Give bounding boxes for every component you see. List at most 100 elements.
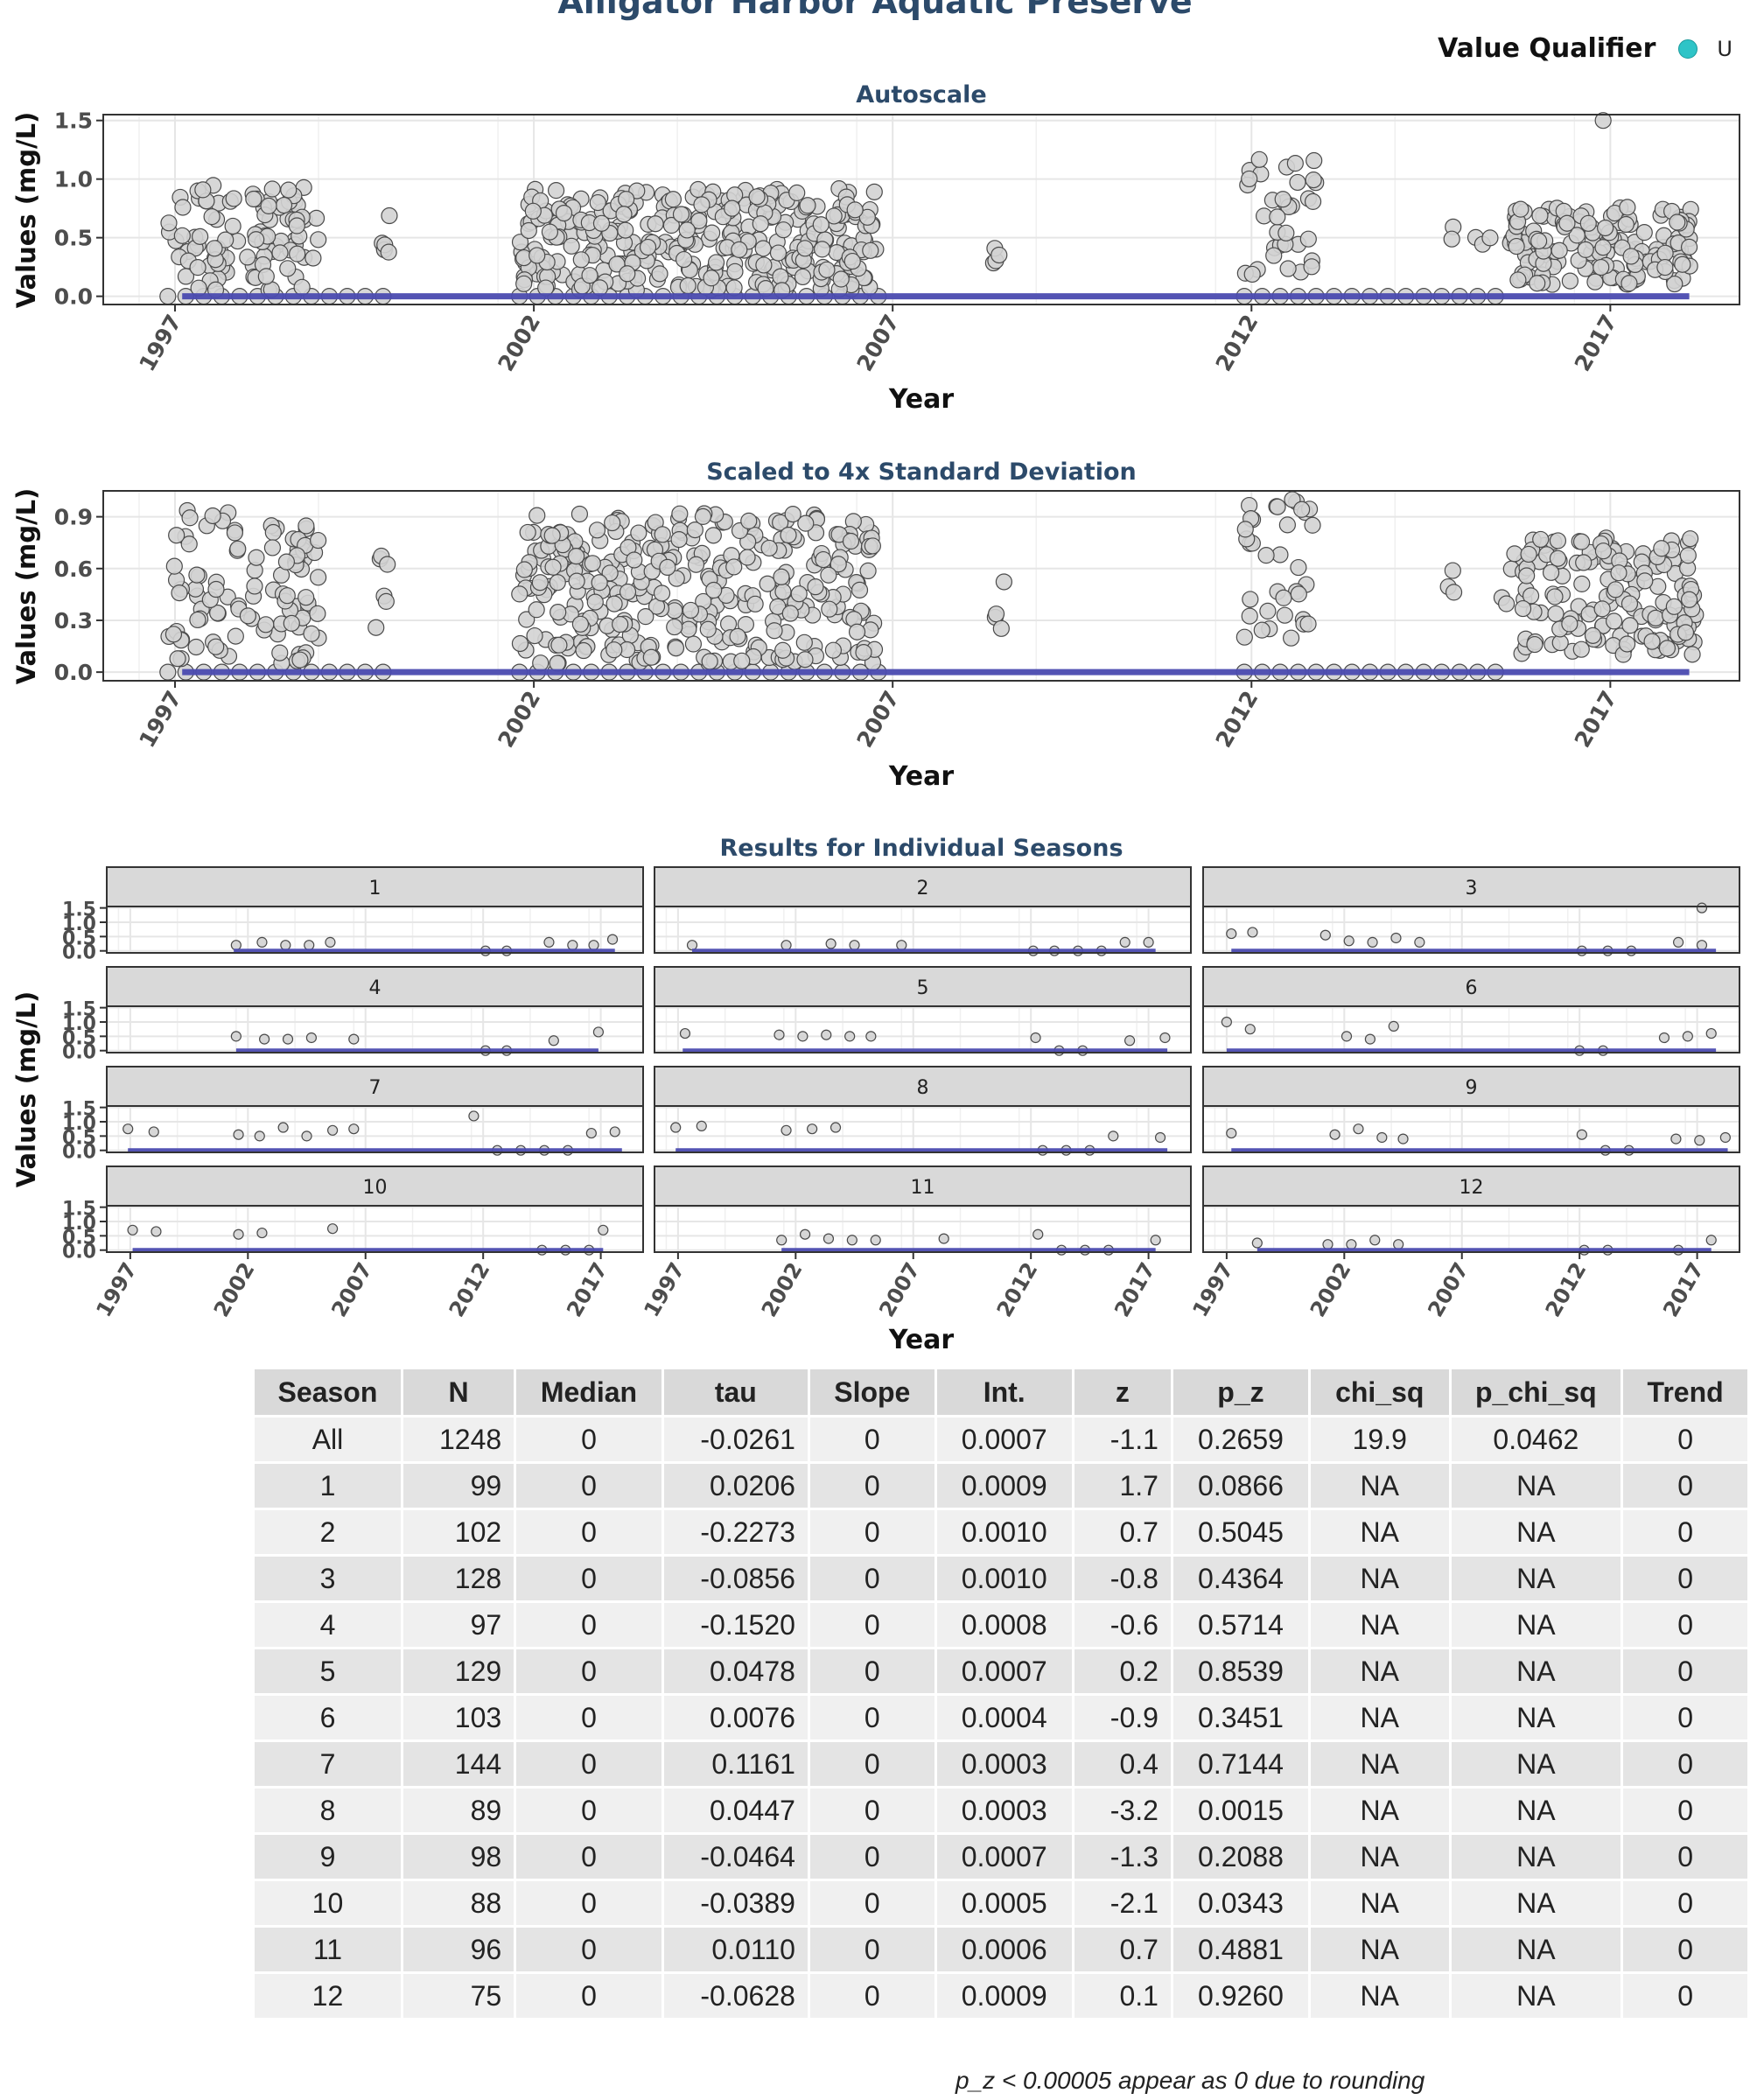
data-point (239, 248, 256, 266)
plot-frame (106, 1205, 644, 1253)
facet-label: 1 (369, 878, 382, 900)
table-cell: 8 (252, 1786, 403, 1835)
data-point (194, 181, 212, 199)
data-point (1279, 260, 1297, 277)
data-point (824, 641, 843, 659)
data-point (850, 581, 869, 598)
data-point (1546, 588, 1564, 606)
data-point (1561, 615, 1578, 633)
table-cell: 0.0008 (934, 1600, 1074, 1649)
table-cell: 99 (400, 1461, 517, 1510)
page-title: Alligator Harbor Aquatic Preserve (557, 0, 1193, 21)
table-cell: NA (1448, 1647, 1624, 1696)
data-point (377, 592, 395, 610)
data-point (1032, 1228, 1044, 1240)
data-point (812, 216, 830, 234)
table-cell: 0 (807, 1415, 937, 1464)
data-point (277, 553, 296, 570)
data-point (679, 276, 696, 295)
table-cell: 0 (1620, 1786, 1750, 1835)
data-point (1676, 624, 1695, 641)
table-row: All 1248 0 -0.0261 0 0.0007 -1.1 0.2659 19.9 0.04… (252, 1415, 1750, 1464)
table-cell: 98 (400, 1832, 517, 1881)
data-point (1579, 214, 1597, 232)
data-point (159, 663, 177, 681)
y-tick-label: 0.5 (62, 1127, 96, 1149)
table-cell: 0 (1620, 1971, 1750, 2020)
plot-frame (654, 1105, 1192, 1153)
data-point (1369, 1235, 1381, 1246)
data-point (666, 618, 683, 636)
data-point (264, 523, 282, 542)
data-point (737, 616, 755, 634)
data-point (203, 208, 220, 226)
table-cell: 75 (400, 1971, 517, 2020)
plot-background (107, 1206, 643, 1252)
data-point (733, 652, 751, 669)
data-point (1669, 214, 1686, 231)
table-cell: 0.0866 (1170, 1461, 1312, 1510)
data-point (678, 221, 696, 239)
data-point (1236, 628, 1253, 646)
table-cell: All (252, 1415, 403, 1464)
data-point (1290, 585, 1307, 603)
data-point (1304, 516, 1321, 534)
data-point (807, 578, 824, 596)
data-point (1030, 1032, 1041, 1044)
data-point (1506, 545, 1523, 563)
table-cell: 0.0007 (934, 1832, 1074, 1881)
data-point (256, 936, 268, 948)
facet-label: 3 (1466, 878, 1478, 900)
data-point (1159, 1032, 1171, 1044)
table-cell: 6 (252, 1693, 403, 1742)
data-point (518, 611, 536, 628)
x-tick-label: 2017 (1658, 1258, 1709, 1321)
data-point (639, 238, 657, 256)
table-cell: 0.4881 (1170, 1925, 1312, 1974)
data-point (1550, 242, 1568, 259)
data-point (1622, 248, 1640, 265)
data-point (1119, 936, 1130, 948)
table-cell: 1 (252, 1461, 403, 1510)
y-tick-label: 1.5 (62, 1099, 96, 1121)
table-cell: -0.6 (1071, 1600, 1173, 1649)
data-point (309, 605, 326, 622)
data-point (1561, 272, 1578, 290)
data-point (263, 539, 282, 556)
table-cell: NA (1308, 1740, 1452, 1788)
data-point (1584, 626, 1602, 644)
data-point (1680, 591, 1698, 608)
x-tick-label: 2017 (1110, 1258, 1160, 1321)
y-tick-label: 0.6 (54, 556, 93, 582)
data-point (821, 1029, 832, 1040)
data-point (257, 616, 275, 634)
data-point (693, 196, 710, 214)
data-point (277, 1122, 289, 1133)
data-point (543, 527, 561, 544)
table-cell: -1.3 (1071, 1832, 1173, 1881)
data-point (773, 568, 790, 585)
data-point (206, 240, 223, 257)
data-point (327, 1124, 339, 1136)
y-tick-label: 0.9 (54, 505, 93, 530)
table-cell: 0.0110 (661, 1925, 810, 1974)
plot-background (654, 906, 1191, 953)
facet-panel-4 (100, 1005, 644, 1056)
data-point (822, 1233, 835, 1244)
table-cell: 0 (807, 1925, 937, 1974)
data-point (1530, 232, 1548, 250)
data-point (686, 940, 698, 951)
table-cell: NA (1448, 1832, 1624, 1881)
data-point (995, 573, 1012, 591)
data-point (1286, 155, 1304, 172)
data-point (1670, 1133, 1682, 1144)
y-axis-label: Values (mg/L) (11, 991, 41, 1188)
data-point (567, 940, 578, 951)
table-cell: -2.1 (1071, 1879, 1173, 1928)
table-cell: NA (1308, 1879, 1452, 1928)
table-cell: 0.0478 (661, 1647, 810, 1696)
data-point (549, 574, 566, 592)
data-point (1346, 1239, 1357, 1250)
table-cell: 0.7 (1071, 1925, 1173, 1974)
data-point (165, 557, 183, 575)
